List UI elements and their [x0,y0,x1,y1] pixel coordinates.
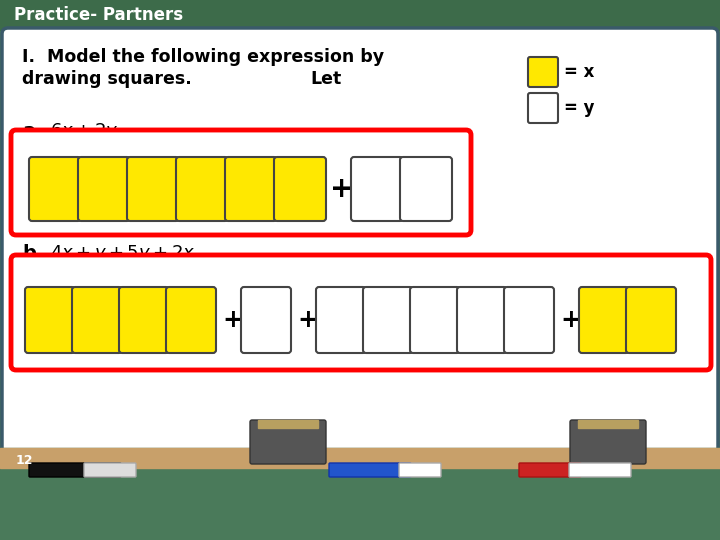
Text: +: + [297,308,318,332]
FancyBboxPatch shape [78,157,130,221]
Text: = x: = x [564,63,595,81]
FancyBboxPatch shape [579,287,629,353]
Text: +: + [560,308,581,332]
FancyBboxPatch shape [2,28,718,458]
FancyBboxPatch shape [528,57,558,87]
FancyBboxPatch shape [29,157,81,221]
FancyBboxPatch shape [363,287,413,353]
FancyBboxPatch shape [119,287,169,353]
Bar [578,420,638,428]
Bar [0,0,720,30]
Bar [0,448,720,468]
FancyBboxPatch shape [274,157,326,221]
Bar [0,448,720,540]
FancyBboxPatch shape [457,287,507,353]
FancyBboxPatch shape [519,463,581,477]
Text: b.: b. [22,244,43,263]
FancyBboxPatch shape [351,157,403,221]
FancyBboxPatch shape [626,287,676,353]
FancyBboxPatch shape [84,463,136,477]
FancyBboxPatch shape [11,255,711,370]
FancyBboxPatch shape [11,130,471,235]
Bar [258,420,318,428]
FancyBboxPatch shape [528,93,558,123]
FancyBboxPatch shape [225,157,277,221]
FancyBboxPatch shape [29,463,121,477]
Text: +: + [330,175,354,203]
FancyBboxPatch shape [504,287,554,353]
Text: I.  Model the following expression by: I. Model the following expression by [22,48,384,66]
FancyBboxPatch shape [569,463,631,477]
FancyBboxPatch shape [400,157,452,221]
Text: Practice- Partners: Practice- Partners [14,6,183,24]
FancyBboxPatch shape [127,157,179,221]
FancyBboxPatch shape [25,287,75,353]
Text: $6x + 2y$: $6x + 2y$ [50,121,119,142]
FancyBboxPatch shape [410,287,460,353]
FancyBboxPatch shape [72,287,122,353]
Text: +: + [222,308,243,332]
Text: Let: Let [310,70,341,88]
Text: a.: a. [22,122,42,141]
FancyBboxPatch shape [250,420,326,464]
Text: drawing squares.: drawing squares. [22,70,192,88]
FancyBboxPatch shape [176,157,228,221]
Text: $4x + y + 5y + 2x$: $4x + y + 5y + 2x$ [50,243,195,264]
FancyBboxPatch shape [166,287,216,353]
FancyBboxPatch shape [399,463,441,477]
FancyBboxPatch shape [241,287,291,353]
Text: = y: = y [564,99,595,117]
Text: 12: 12 [16,454,34,467]
FancyBboxPatch shape [329,463,411,477]
FancyBboxPatch shape [570,420,646,464]
FancyBboxPatch shape [316,287,366,353]
